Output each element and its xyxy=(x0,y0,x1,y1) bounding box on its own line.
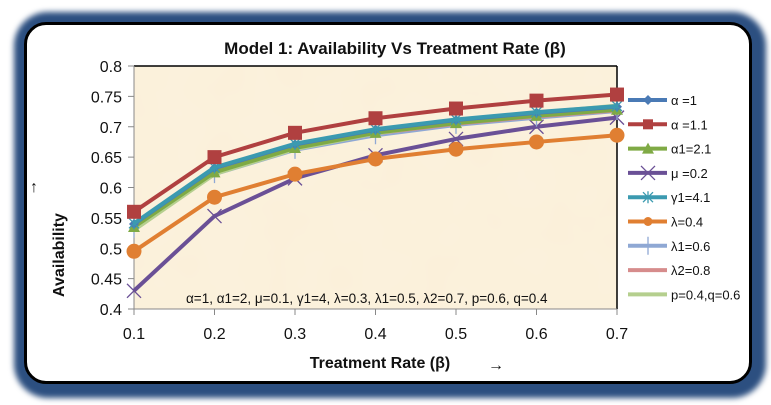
legend-marker xyxy=(643,95,653,105)
data-point xyxy=(529,119,544,135)
legend-label: α1=2.1 xyxy=(671,142,711,157)
data-point xyxy=(126,283,142,299)
chart-title: Model 1: Availability Vs Treatment Rate … xyxy=(224,39,566,58)
y-tick-label: 0.75 xyxy=(91,89,122,106)
legend-item: λ1=0.6 xyxy=(628,236,710,255)
y-tick-label: 0.65 xyxy=(91,150,122,167)
legend-item: α1=2.1 xyxy=(628,142,711,157)
data-point xyxy=(207,150,222,165)
y-axis-arrow: ↑ xyxy=(30,179,38,196)
data-point xyxy=(288,125,302,140)
data-point xyxy=(611,100,623,113)
x-axis-label: Treatment Rate (β) xyxy=(310,355,450,372)
x-axis: 0.1 0.2 0.3 0.4 0.5 0.6 0.7 xyxy=(123,308,628,343)
parameter-annotation: α=1, α1=2, μ=0.1, γ1=4, λ=0.3, λ1=0.5, λ… xyxy=(186,291,548,306)
y-tick-label: 0.5 xyxy=(100,241,122,258)
data-point xyxy=(287,166,303,182)
y-tick-label: 0.55 xyxy=(91,211,122,228)
legend-item: p=0.4,q=0.6 xyxy=(628,287,740,302)
data-point xyxy=(609,127,625,143)
series-1 xyxy=(127,87,624,219)
plot-area xyxy=(134,66,617,309)
data-point xyxy=(449,101,463,116)
x-tick-label: 0.6 xyxy=(525,326,547,343)
data-point xyxy=(127,204,141,219)
data-point xyxy=(610,87,624,102)
legend-label: λ1=0.6 xyxy=(671,239,710,254)
x-tick-label: 0.7 xyxy=(606,326,628,343)
legend-label: α =1 xyxy=(671,93,697,108)
data-point xyxy=(531,106,542,119)
legend-item: λ=0.4 xyxy=(628,215,703,230)
legend: α =1 α =1.1 α1=2.1 μ =0.2 γ1=4.1 λ=0.4 λ1=0.6 λ… xyxy=(628,93,740,302)
legend-marker xyxy=(642,142,654,154)
legend-marker xyxy=(640,165,656,181)
legend-item: μ =0.2 xyxy=(628,165,708,181)
legend-marker xyxy=(643,119,653,130)
legend-item: α =1 xyxy=(628,93,697,108)
legend-item: α =1.1 xyxy=(628,117,708,132)
data-point xyxy=(368,111,383,126)
data-point xyxy=(368,151,383,167)
data-point xyxy=(529,134,544,150)
y-axis: 0.4 0.45 0.5 0.55 0.6 0.65 0.7 0.75 0.8 xyxy=(91,59,618,319)
legend-item: γ1=4.1 xyxy=(628,190,710,205)
legend-label: λ=0.4 xyxy=(671,215,703,230)
y-tick-label: 0.6 xyxy=(100,181,122,198)
data-point xyxy=(207,189,222,205)
x-tick-label: 0.2 xyxy=(203,326,225,343)
x-tick-label: 0.4 xyxy=(364,326,386,343)
y-axis-label: Availability xyxy=(51,213,68,297)
data-point xyxy=(126,243,142,259)
series-group xyxy=(126,87,625,299)
series-5 xyxy=(126,127,625,259)
data-point xyxy=(448,141,464,157)
legend-item: λ2=0.8 xyxy=(628,263,710,278)
x-tick-label: 0.5 xyxy=(445,326,467,343)
y-tick-label: 0.7 xyxy=(100,120,122,137)
data-point xyxy=(529,93,544,108)
y-tick-label: 0.4 xyxy=(100,302,122,319)
legend-label: μ =0.2 xyxy=(671,166,708,181)
x-axis-arrow: → xyxy=(488,357,504,374)
data-point xyxy=(207,208,222,224)
legend-marker xyxy=(644,236,652,255)
y-tick-label: 0.45 xyxy=(91,272,122,289)
x-tick-label: 0.3 xyxy=(284,326,306,343)
data-point xyxy=(128,217,140,230)
y-tick-label: 0.8 xyxy=(100,59,122,76)
legend-label: γ1=4.1 xyxy=(671,190,710,205)
legend-marker xyxy=(642,191,654,204)
legend-label: p=0.4,q=0.6 xyxy=(671,287,740,302)
legend-marker xyxy=(643,217,653,226)
x-tick-label: 0.1 xyxy=(123,326,145,343)
legend-label: α =1.1 xyxy=(671,117,708,132)
legend-label: λ2=0.8 xyxy=(671,263,710,278)
